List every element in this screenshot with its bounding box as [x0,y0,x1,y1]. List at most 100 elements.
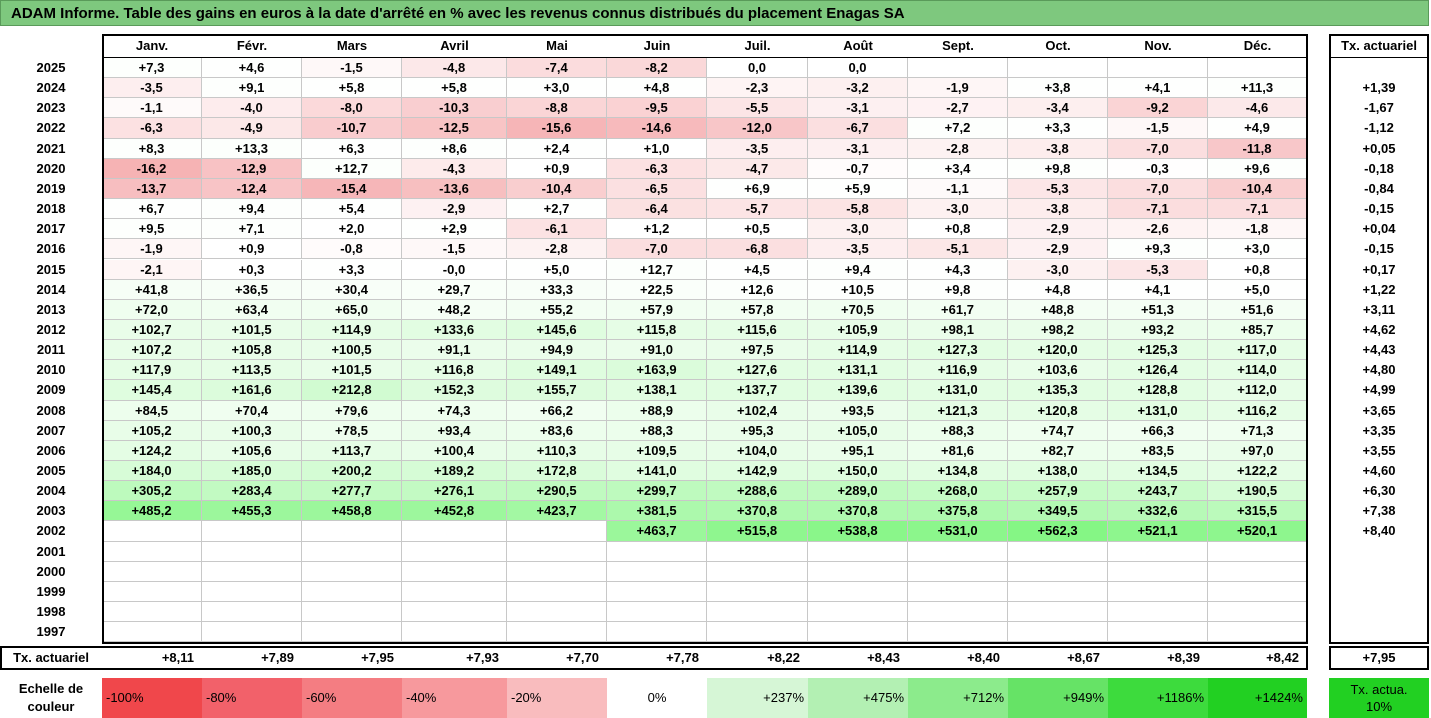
column-header: Mars [336,38,368,53]
table-cell: +66,2 [507,400,607,421]
table-cell [202,622,302,643]
table-cell: +184,0 [102,461,202,482]
table-cell [808,602,908,623]
table-cell: +0,3 [202,259,302,280]
table-cell: +289,0 [808,481,908,502]
table-cell: +48,8 [1008,299,1108,320]
table-cell: +12,7 [607,259,707,280]
footer-cell: +7,89 [261,650,294,665]
table-cell: +72,0 [102,299,202,320]
year-label: 2024 [36,80,66,96]
footer-cell: +8,43 [867,650,900,665]
table-cell [302,561,402,582]
table-cell: +100,3 [202,420,302,441]
table-cell: +48,2 [402,299,507,320]
table-cell: +131,0 [1108,400,1208,421]
table-cell [402,602,507,623]
rate-cell: +0,05 [1362,140,1396,156]
table-cell: +485,2 [102,501,202,522]
column-header: Avril [440,38,469,53]
scale-rate-swatch: Tx. actua. 10% [1329,678,1429,718]
table-cell: +88,3 [607,420,707,441]
table-cell: +0,9 [202,239,302,260]
table-cell: -2,9 [1008,219,1108,240]
rate-cell: -0,18 [1364,160,1394,176]
table-cell: -6,1 [507,219,607,240]
rate-cell [1329,622,1429,642]
table-cell [908,622,1008,643]
rate-cell: -0,84 [1364,180,1394,196]
year-label: 2002 [36,523,66,539]
table-cell: +13,3 [202,138,302,159]
table-cell: +102,7 [102,319,202,341]
table-cell: +139,6 [808,380,908,401]
table-cell: +93,4 [402,420,507,441]
table-cell: +150,0 [808,461,908,482]
table-cell [908,581,1008,603]
table-cell: -5,1 [908,239,1008,260]
table-cell: +370,8 [707,501,808,522]
table-cell: +113,5 [202,360,302,381]
table-cell [908,561,1008,582]
table-cell: +3,3 [1008,118,1108,139]
table-cell: +7,1 [202,219,302,240]
table-cell: +117,0 [1208,340,1307,361]
table-cell [808,581,908,603]
rate-cell [1329,542,1429,562]
table-cell: +100,4 [402,440,507,461]
table-cell [607,581,707,603]
year-label: 2022 [36,120,66,136]
table-cell: +83,6 [507,420,607,441]
table-cell: +103,6 [1008,360,1108,381]
footer-cell: +8,39 [1167,650,1200,665]
table-cell: -3,0 [1008,259,1108,280]
year-label: 2011 [36,342,66,358]
table-cell [707,581,808,603]
table-cell: -13,7 [102,178,202,200]
rate-cell: +1,39 [1362,80,1396,96]
table-cell [808,541,908,562]
table-cell: -14,6 [607,118,707,139]
table-cell: +85,7 [1208,319,1307,341]
table-cell: -3,4 [1008,98,1108,119]
year-label: 2019 [36,180,66,196]
year-label: 2010 [36,362,66,378]
table-cell: -2,1 [102,259,202,280]
scale-swatch: -60% [302,678,402,718]
table-cell: +88,9 [607,400,707,421]
year-label: 1997 [36,624,66,640]
table-cell [908,602,1008,623]
table-cell: +7,2 [908,118,1008,139]
scale-swatch: +949% [1008,678,1108,718]
table-cell [707,602,808,623]
table-cell: -7,0 [1108,138,1208,159]
table-cell: +4,8 [1008,279,1108,300]
table-cell: -1,9 [908,78,1008,99]
table-cell [402,561,507,582]
table-cell: +12,7 [302,158,402,179]
table-cell [507,561,607,582]
scale-swatch: -100% [102,678,202,718]
table-cell [507,602,607,623]
table-cell: +105,6 [202,440,302,461]
table-cell: +520,1 [1208,521,1307,542]
table-cell: -3,8 [1008,199,1108,220]
table-cell: +121,3 [908,400,1008,421]
scale-swatch: 0% [607,678,707,718]
table-cell: +117,9 [102,360,202,381]
table-cell: -7,0 [607,239,707,260]
column-header: Juin [643,38,671,53]
table-cell: -12,4 [202,178,302,200]
table-cell: +91,0 [607,340,707,361]
table-cell [202,541,302,562]
table-cell: +57,8 [707,299,808,320]
table-cell: -1,8 [1208,219,1307,240]
table-cell [707,622,808,643]
table-cell [402,521,507,542]
table-cell: +81,6 [908,440,1008,461]
rate-cell: +8,40 [1362,523,1396,539]
column-header: Févr. [236,38,268,53]
year-label: 2009 [36,382,66,398]
table-cell: +41,8 [102,279,202,300]
